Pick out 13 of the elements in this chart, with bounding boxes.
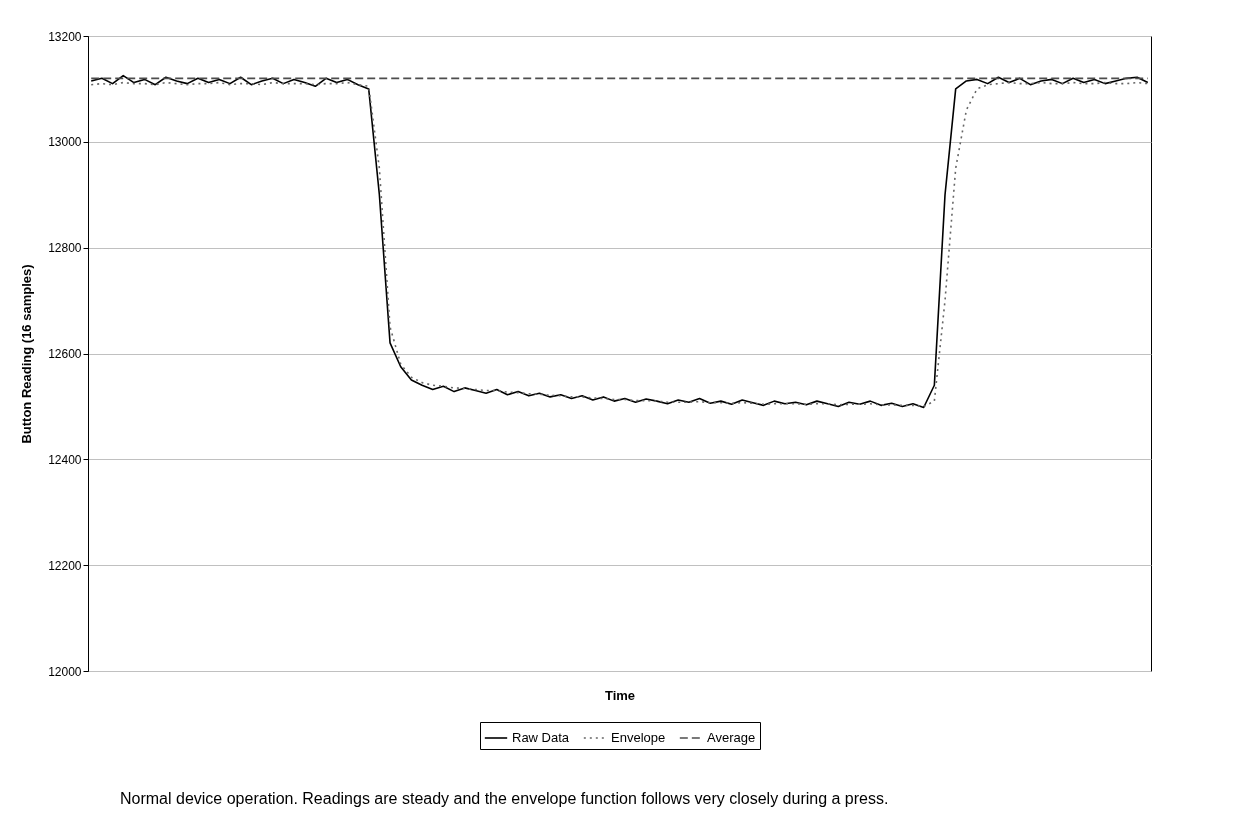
legend-label: Average [707, 730, 756, 745]
y-tick-label: 13000 [48, 135, 82, 150]
legend-label: Envelope [611, 730, 666, 745]
y-tick-label: 12400 [48, 452, 82, 467]
text: Normal device operation. Readings are steady and the envelope function follows very closely during a press. [120, 790, 890, 808]
x-axis-title: Time [604, 687, 636, 703]
y-tick-label: 12200 [48, 558, 82, 573]
y-tick-label: 12000 [48, 664, 82, 679]
legend-label: Raw Data [512, 730, 570, 745]
y-tick-label: 12800 [48, 241, 82, 256]
y-tick-label: 13200 [48, 29, 82, 44]
y-tick-label: 12600 [48, 347, 82, 361]
y-axis-title: Button Reading (16 samples) [19, 264, 35, 444]
